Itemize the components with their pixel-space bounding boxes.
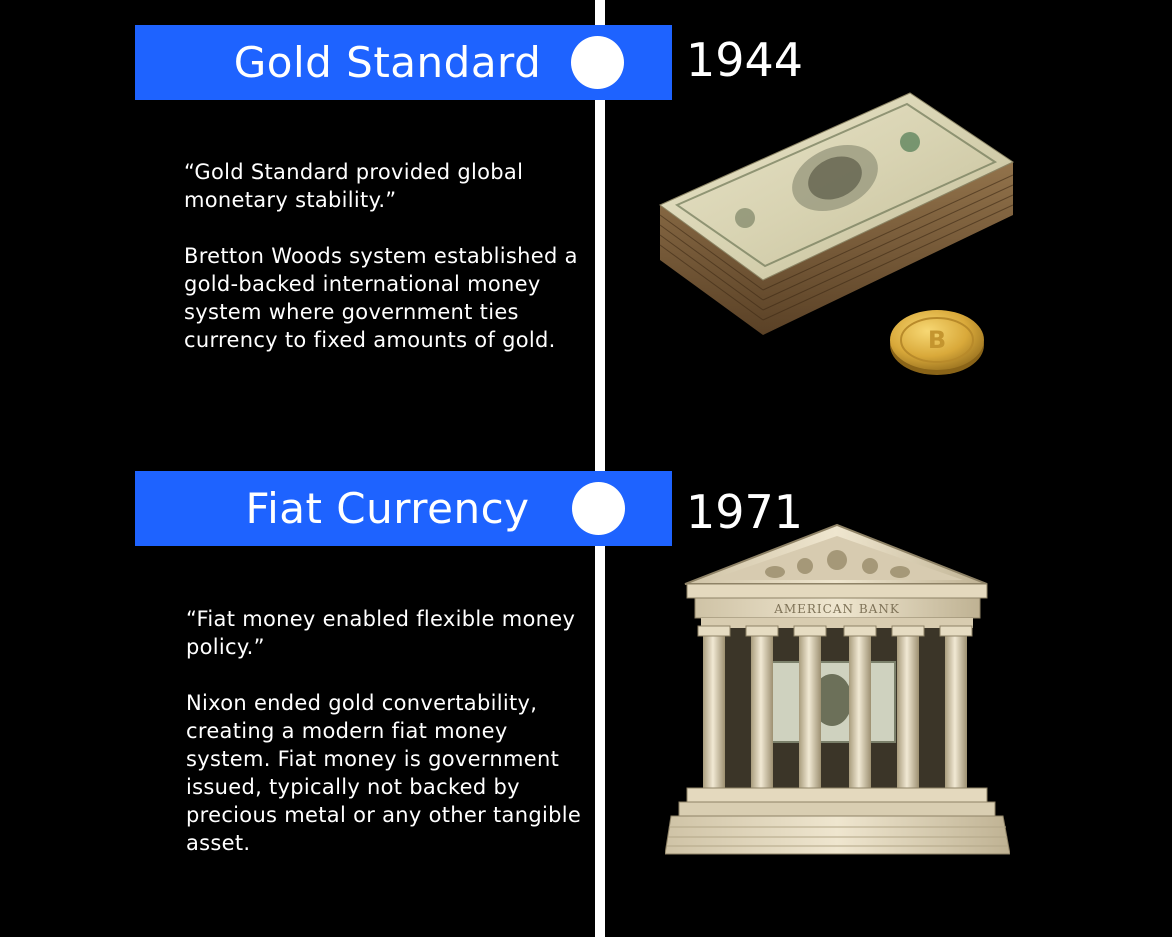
era-quote: “Gold Standard provided global monetary … xyxy=(184,160,524,212)
era-body: Bretton Woods system established a gold-… xyxy=(184,244,578,352)
era-description: “Fiat money enabled flexible money polic… xyxy=(186,605,586,885)
era-quote: “Fiat money enabled flexible money polic… xyxy=(186,607,576,659)
bank-sign-text: AMERICAN BANK xyxy=(773,602,900,616)
money-stack-with-coin-icon: B xyxy=(659,92,1015,375)
bank-building-icon: AMERICAN BANK xyxy=(665,523,1010,855)
era-title: Fiat Currency xyxy=(245,484,530,533)
timeline-line xyxy=(595,0,605,937)
era-description: “Gold Standard provided global monetary … xyxy=(184,158,584,382)
era-year: 1971 xyxy=(686,485,804,539)
era-body: Nixon ended gold convertability, creatin… xyxy=(186,691,582,855)
timeline-dot xyxy=(572,482,625,535)
era-year: 1944 xyxy=(686,33,804,87)
svg-text:B: B xyxy=(928,326,946,354)
era-title: Gold Standard xyxy=(233,38,542,87)
timeline-dot xyxy=(571,36,624,89)
